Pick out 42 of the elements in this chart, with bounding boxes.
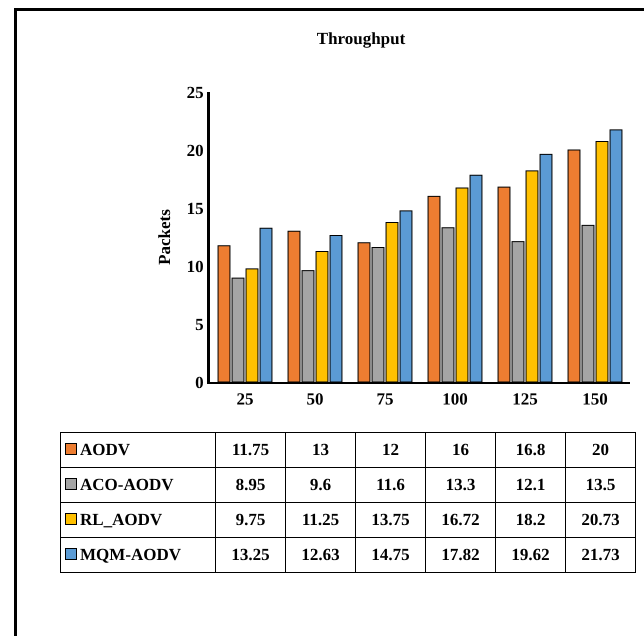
y-tick-label: 5	[195, 314, 204, 334]
data-label: 16.8	[496, 432, 566, 468]
data-label: 16	[426, 432, 496, 468]
data-label: 13.75	[356, 502, 426, 538]
y-tick-label: 15	[186, 198, 204, 218]
data-label: 13.5	[566, 468, 636, 502]
data-label: 16.72	[426, 502, 496, 538]
data-label: 12.1	[496, 468, 566, 502]
data-label: 14.75	[356, 538, 426, 572]
data-label: 8.95	[216, 468, 286, 502]
legend-label: AODV	[80, 440, 130, 459]
x-tick-label: 75	[376, 389, 394, 408]
data-label: 9.75	[216, 502, 286, 538]
data-label: 20	[566, 432, 636, 468]
x-tick-label: 125	[512, 389, 538, 408]
data-label: 13.25	[216, 538, 286, 572]
x-tick-label: 50	[306, 389, 324, 408]
data-label: 13	[286, 432, 356, 468]
y-axis-title: Packets	[155, 208, 174, 265]
data-label: 9.6	[286, 468, 356, 502]
data-label: 12.63	[286, 538, 356, 572]
y-tick-label: 0	[195, 372, 204, 392]
chart-title: Throughput	[316, 28, 406, 48]
x-tick-label: 25	[236, 389, 254, 408]
data-label: 12	[356, 432, 426, 468]
data-label: 11.6	[356, 468, 426, 502]
data-label: 11.75	[216, 432, 286, 468]
data-label: 13.3	[426, 468, 496, 502]
data-label: 20.73	[566, 502, 636, 538]
data-label: 17.82	[426, 538, 496, 572]
legend-label: RL_AODV	[80, 510, 162, 529]
data-label: 11.25	[286, 502, 356, 538]
data-label: 21.73	[566, 538, 636, 572]
x-tick-label: 100	[442, 389, 468, 408]
x-tick-label: 150	[582, 389, 608, 408]
y-tick-label: 25	[186, 82, 204, 102]
y-tick-label: 10	[186, 256, 204, 276]
legend-label: ACO-AODV	[80, 475, 174, 494]
y-tick-label: 20	[186, 140, 204, 160]
data-label: 19.62	[496, 538, 566, 572]
legend-label: MQM-AODV	[80, 545, 182, 564]
data-label: 18.2	[496, 502, 566, 538]
